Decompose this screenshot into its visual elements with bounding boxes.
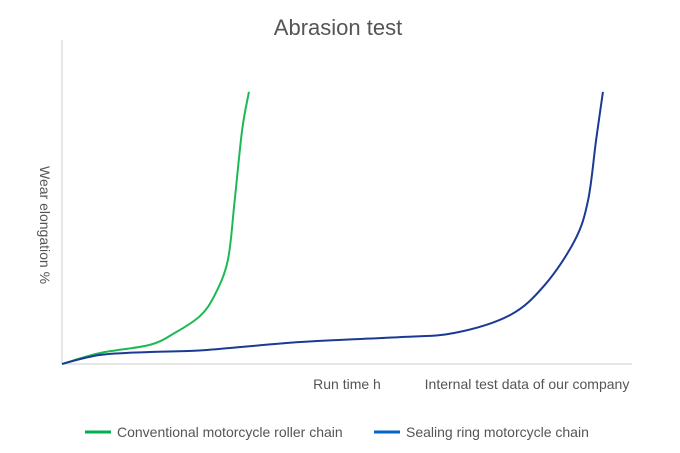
legend-label-sealing: Sealing ring motorcycle chain <box>406 424 589 440</box>
y-axis-label: Wear elongation % <box>37 166 53 284</box>
series-line-0 <box>61 91 250 365</box>
chart-title: Abrasion test <box>274 15 402 40</box>
legend: Conventional motorcycle roller chain Sea… <box>85 424 589 440</box>
annotation: Internal test data of our company <box>425 376 630 392</box>
legend-label-conventional: Conventional motorcycle roller chain <box>117 424 343 440</box>
series-line-1 <box>61 91 604 365</box>
x-axis-label: Run time h <box>313 376 381 392</box>
